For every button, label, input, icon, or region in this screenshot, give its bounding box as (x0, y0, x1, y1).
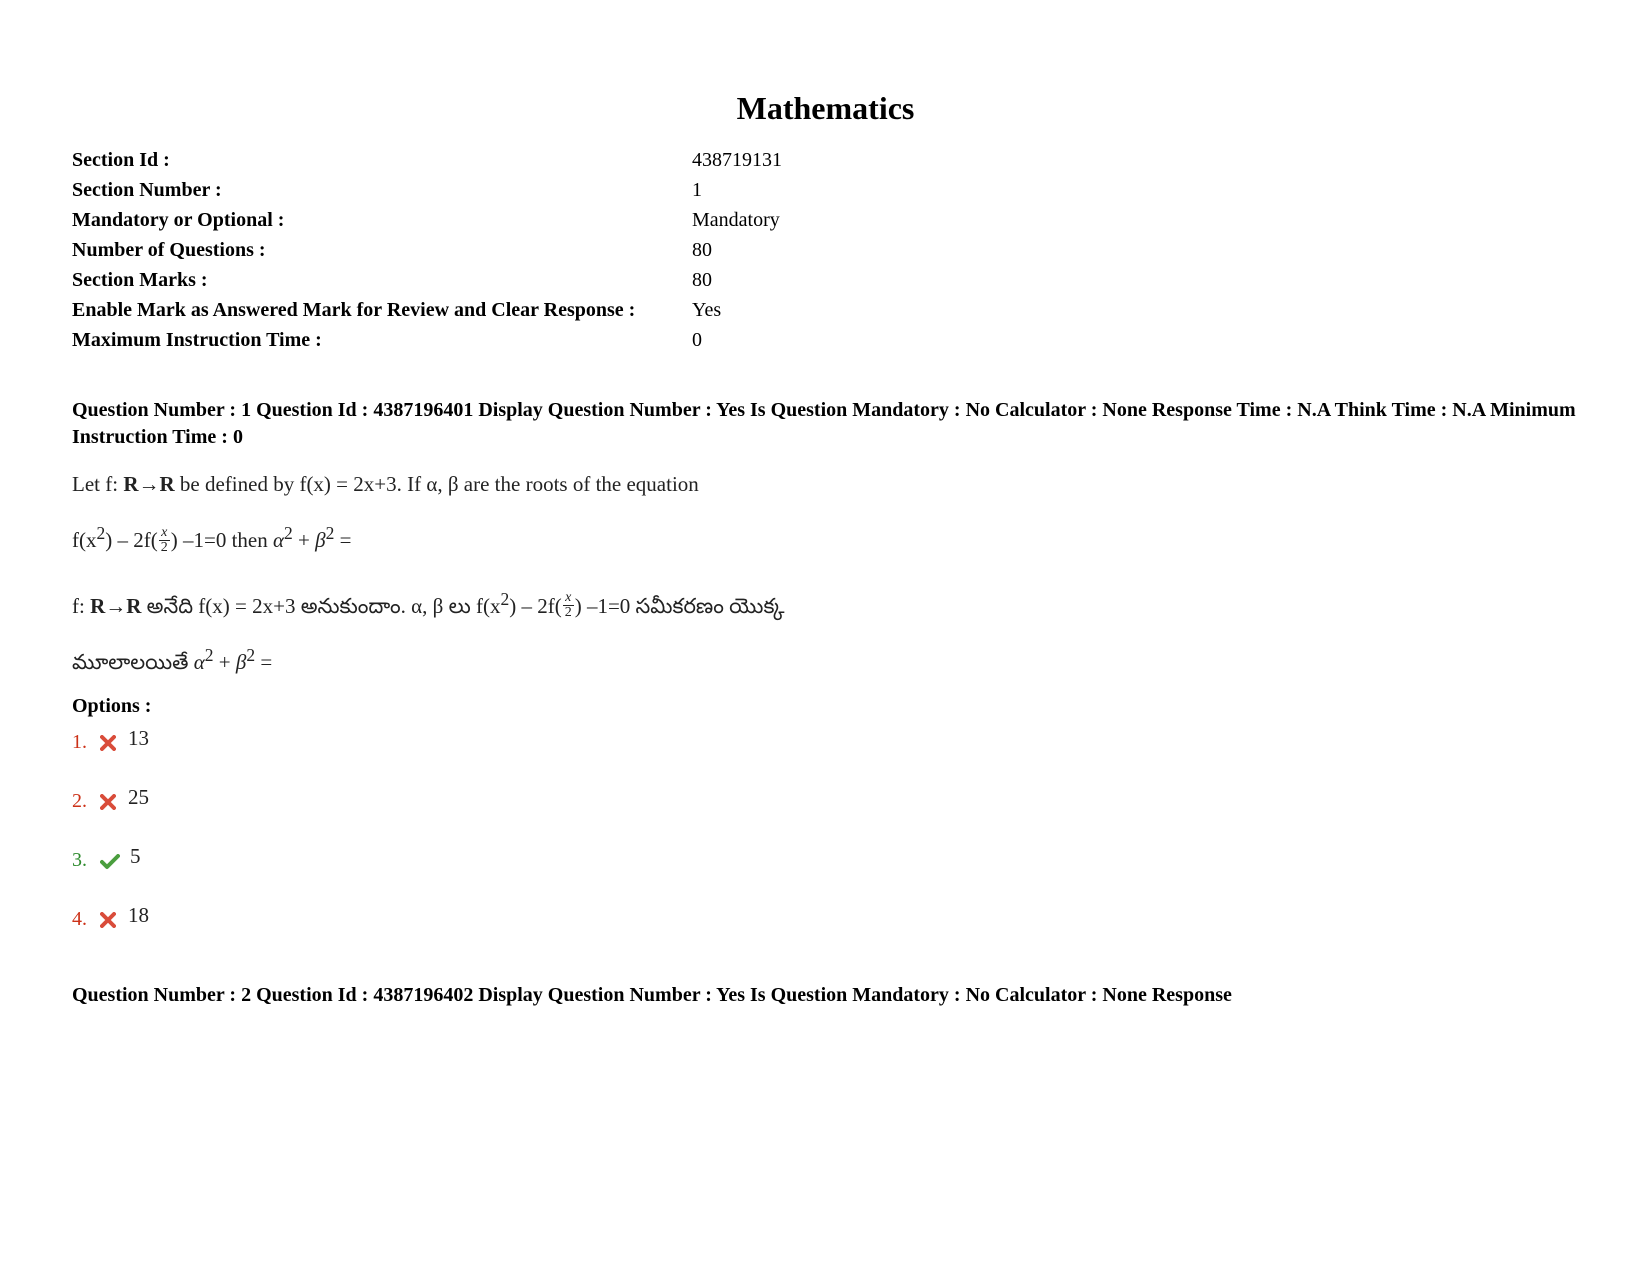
page-title: Mathematics (72, 90, 1579, 127)
section-value: 80 (692, 235, 1579, 265)
question-1-meta: Question Number : 1 Question Id : 438719… (72, 397, 1579, 451)
superscript: 2 (246, 645, 255, 665)
section-label: Enable Mark as Answered Mark for Review … (72, 295, 692, 325)
text: f: (72, 594, 90, 618)
superscript: 2 (284, 523, 293, 543)
option-number: 1. (72, 731, 94, 754)
section-row: Mandatory or Optional : Mandatory (72, 205, 1579, 235)
section-label: Maximum Instruction Time : (72, 325, 692, 355)
beta: β (236, 650, 246, 674)
text-bold: R (123, 472, 138, 496)
fraction-denominator: 2 (159, 541, 170, 555)
section-label: Section Marks : (72, 265, 692, 295)
superscript: 2 (205, 645, 214, 665)
text: = (334, 528, 351, 552)
question-telugu-line-1: f: R→R అనేది f(x) = 2x+3 అనుకుందాం. α, β… (72, 583, 1579, 627)
text: ) – 2f( (509, 594, 561, 618)
section-value: 80 (692, 265, 1579, 295)
section-row: Section Marks : 80 (72, 265, 1579, 295)
question-1-body: Let f: R→R be defined by f(x) = 2x+3. If… (72, 465, 1579, 683)
section-label: Section Number : (72, 175, 692, 205)
option-value: 18 (128, 903, 149, 928)
option-number: 2. (72, 790, 94, 813)
option-value: 13 (128, 726, 149, 751)
beta: β (315, 528, 325, 552)
section-row: Maximum Instruction Time : 0 (72, 325, 1579, 355)
text: = (255, 650, 272, 674)
fraction-numerator: x (563, 591, 574, 606)
fraction-numerator: x (159, 526, 170, 541)
section-row: Section Number : 1 (72, 175, 1579, 205)
text: మూలాలయితే (72, 650, 194, 674)
section-value: Yes (692, 295, 1579, 325)
option-1: 1. 13 (72, 730, 1579, 755)
text: + (293, 528, 315, 552)
check-icon (100, 853, 120, 869)
text-bold: R (159, 472, 174, 496)
text: ) –1=0 సమీకరణం యొక్క (575, 594, 785, 618)
text-bold: → (105, 594, 126, 618)
text: be defined by f(x) = 2x+3. If α, β are t… (175, 472, 699, 496)
fraction: x2 (563, 591, 574, 620)
text: f(x (72, 528, 97, 552)
section-value: 438719131 (692, 145, 1579, 175)
section-label: Number of Questions : (72, 235, 692, 265)
question-english-line-2: f(x2) – 2f(x2) –1=0 then α2 + β2 = (72, 517, 1579, 561)
cross-icon (100, 734, 118, 752)
text: → (138, 472, 159, 496)
text: ) – 2f( (105, 528, 157, 552)
text: ) –1=0 then (171, 528, 273, 552)
section-label: Section Id : (72, 145, 692, 175)
option-2: 2. 25 (72, 789, 1579, 814)
option-3: 3. 5 (72, 848, 1579, 873)
section-row: Enable Mark as Answered Mark for Review … (72, 295, 1579, 325)
text: Let f: (72, 472, 123, 496)
section-row: Section Id : 438719131 (72, 145, 1579, 175)
text-bold: R (126, 594, 141, 618)
option-value: 25 (128, 785, 149, 810)
fraction-denominator: 2 (563, 606, 574, 620)
option-number: 4. (72, 908, 94, 931)
fraction: x2 (159, 526, 170, 555)
text-bold: R (90, 594, 105, 618)
section-value: 0 (692, 325, 1579, 355)
option-value: 5 (130, 844, 141, 869)
section-value: 1 (692, 175, 1579, 205)
cross-icon (100, 793, 118, 811)
section-value: Mandatory (692, 205, 1579, 235)
option-number: 3. (72, 849, 94, 872)
superscript: 2 (97, 523, 106, 543)
alpha: α (194, 650, 205, 674)
alpha: α (273, 528, 284, 552)
question-2-meta: Question Number : 2 Question Id : 438719… (72, 982, 1579, 1009)
question-english-line-1: Let f: R→R be defined by f(x) = 2x+3. If… (72, 465, 1579, 505)
cross-icon (100, 911, 118, 929)
question-telugu-line-2: మూలాలయితే α2 + β2 = (72, 639, 1579, 683)
options-label: Options : (72, 695, 1579, 718)
section-row: Number of Questions : 80 (72, 235, 1579, 265)
text: + (214, 650, 236, 674)
section-info-table: Section Id : 438719131 Section Number : … (72, 145, 1579, 355)
section-label: Mandatory or Optional : (72, 205, 692, 235)
option-4: 4. 18 (72, 907, 1579, 932)
superscript: 2 (500, 589, 509, 609)
options-list: 1. 13 2. 25 3. 5 4. 18 (72, 730, 1579, 932)
text: అనేది f(x) = 2x+3 అనుకుందాం. α, β లు f(x (141, 594, 500, 618)
